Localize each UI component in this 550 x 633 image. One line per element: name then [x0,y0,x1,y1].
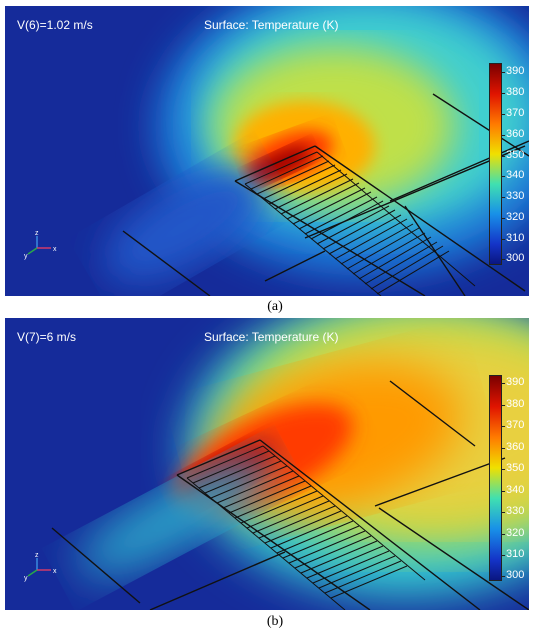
colorbar-tick: 320 [500,211,525,223]
colorbar-tick: 390 [500,376,525,388]
colorbar-tick: 320 [500,527,525,539]
panel-b: z x y V(7)=6 m/s Surface: Temperature (K… [5,318,529,610]
axis-z-label: z [35,230,39,237]
colorbar [489,375,502,581]
colorbar-tick: 340 [500,169,525,181]
caption-a: (a) [267,299,283,314]
velocity-label: V(6)=1.02 m/s [17,18,93,32]
colorbar-tick: 340 [500,484,525,496]
temperature-plot-a: z x y [5,6,529,296]
colorbar-tick: 360 [500,128,525,140]
colorbar-tick: 310 [500,548,525,560]
colorbar-tick: 330 [500,190,525,202]
colorbar-tick: 380 [500,398,525,410]
colorbar-tick: 310 [500,232,525,244]
temperature-plot-b: z x y [5,318,529,610]
colorbar-tick: 370 [500,107,525,119]
heater-serpentine [186,445,426,610]
colorbar-tick: 390 [500,65,525,77]
axes-triad [27,558,51,577]
colorbar-tick: 360 [500,441,525,453]
caption-b: (b) [266,614,284,629]
surface-label: Surface: Temperature (K) [204,18,339,32]
heater-serpentine [244,151,476,296]
colorbar-tick: 380 [500,86,525,98]
axis-x-label: x [53,246,57,253]
colorbar [489,63,502,265]
axis-y-label: y [24,575,28,582]
surface-label: Surface: Temperature (K) [204,330,339,344]
axis-x-label: x [53,568,57,575]
colorbar-tick: 350 [500,149,525,161]
colorbar-tick: 350 [500,462,525,474]
velocity-label: V(7)=6 m/s [17,330,77,344]
colorbar-tick: 300 [500,569,525,581]
axis-z-label: z [35,552,39,559]
geometry-outline [122,93,529,296]
axes-triad [27,236,51,255]
colorbar-tick: 330 [500,505,525,517]
panel-a: z x y V(6)=1.02 m/s Surface: Temperature… [5,6,529,296]
colorbar-tick: 300 [500,252,525,264]
axis-y-label: y [24,253,28,260]
colorbar-tick: 370 [500,419,525,431]
